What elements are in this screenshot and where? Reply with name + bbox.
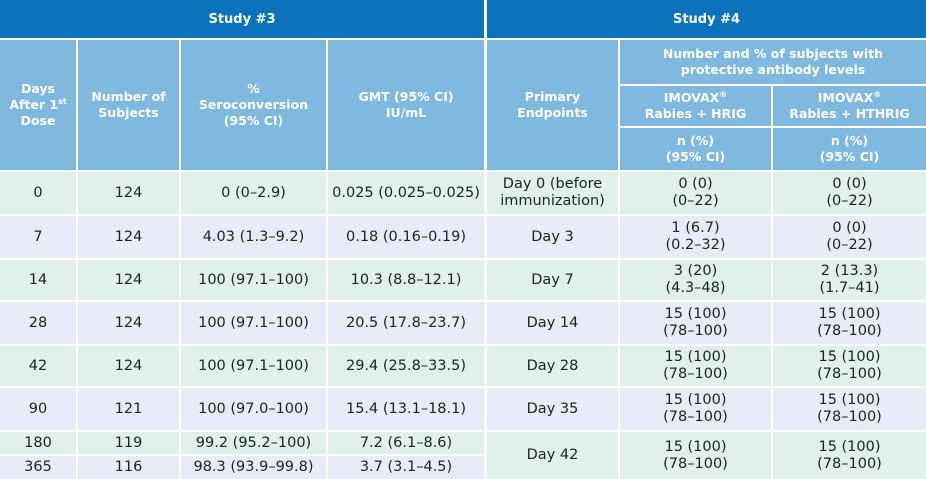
cell-gmt: 3.7 (3.1–4.5) xyxy=(328,454,485,479)
cell-gmt: 29.4 (25.8–33.5) xyxy=(328,344,485,386)
cell-endpoint: Day 28 xyxy=(487,344,620,386)
cell-seroconversion: 100 (97.1–100) xyxy=(181,344,328,386)
cell-endpoint: Day 7 xyxy=(487,258,620,300)
cell-hrig: 15 (100) (78–100) xyxy=(620,344,773,386)
cell-subjects: 124 xyxy=(78,258,181,300)
cell-gmt: 15.4 (13.1–18.1) xyxy=(328,386,485,430)
cell-gmt: 0.18 (0.16–0.19) xyxy=(328,214,485,258)
table-row: Day 14 15 (100) (78–100) 15 (100) (78–100) xyxy=(487,300,926,344)
cell-days: 180 xyxy=(0,430,78,454)
table-row: 7 124 4.03 (1.3–9.2) 0.18 (0.16–0.19) xyxy=(0,214,485,258)
cell-seroconversion: 100 (97.0–100) xyxy=(181,386,328,430)
col-gmt-header: GMT (95% CI) IU/mL xyxy=(328,38,485,170)
cell-hrig: 3 (20) (4.3–48) xyxy=(620,258,773,300)
table-row: Day 28 15 (100) (78–100) 15 (100) (78–100) xyxy=(487,344,926,386)
cell-subjects: 124 xyxy=(78,170,181,214)
cell-endpoint: Day 0 (before immunization) xyxy=(487,170,620,214)
table-row: 180 119 99.2 (95.2–100) 7.2 (6.1–8.6) xyxy=(0,430,485,454)
cell-hthrig: 0 (0) (0–22) xyxy=(773,214,926,258)
cell-gmt: 7.2 (6.1–8.6) xyxy=(328,430,485,454)
col-endpoints-header: Primary Endpoints xyxy=(487,38,620,170)
cell-hthrig: 15 (100) (78–100) xyxy=(773,386,926,430)
col-subjects-header: Number of Subjects xyxy=(78,38,181,170)
col-hrig-n-header: n (%) (95% CI) xyxy=(620,126,773,170)
cell-hrig: 15 (100) (78–100) xyxy=(620,386,773,430)
table-row: Day 42 15 (100) (78–100) 15 (100) (78–100) xyxy=(487,430,926,479)
table-row: 28 124 100 (97.1–100) 20.5 (17.8–23.7) xyxy=(0,300,485,344)
study4-title: Study #4 xyxy=(487,0,926,38)
table-row: 42 124 100 (97.1–100) 29.4 (25.8–33.5) xyxy=(0,344,485,386)
cell-subjects: 121 xyxy=(78,386,181,430)
cell-endpoint: Day 35 xyxy=(487,386,620,430)
cell-days: 0 xyxy=(0,170,78,214)
cell-hrig: 0 (0) (0–22) xyxy=(620,170,773,214)
cell-hrig: 1 (6.7) (0.2–32) xyxy=(620,214,773,258)
cell-subjects: 116 xyxy=(78,454,181,479)
cell-endpoint: Day 14 xyxy=(487,300,620,344)
cell-days: 365 xyxy=(0,454,78,479)
cell-seroconversion: 100 (97.1–100) xyxy=(181,300,328,344)
cell-hthrig: 15 (100) (78–100) xyxy=(773,300,926,344)
cell-subjects: 119 xyxy=(78,430,181,454)
cell-seroconversion: 4.03 (1.3–9.2) xyxy=(181,214,328,258)
cell-seroconversion: 98.3 (93.9–99.8) xyxy=(181,454,328,479)
cell-hthrig: 15 (100) (78–100) xyxy=(773,430,926,479)
cell-seroconversion: 100 (97.1–100) xyxy=(181,258,328,300)
table-row: Day 35 15 (100) (78–100) 15 (100) (78–100) xyxy=(487,386,926,430)
cell-gmt: 20.5 (17.8–23.7) xyxy=(328,300,485,344)
cell-days: 90 xyxy=(0,386,78,430)
cell-days: 14 xyxy=(0,258,78,300)
study3-title: Study #3 xyxy=(0,0,485,38)
col-protective-group-header: Number and % of subjects with protective … xyxy=(620,38,926,84)
col-seroconversion-header: % Seroconversion (95% CI) xyxy=(181,38,328,170)
col-hthrig-n-header: n (%) (95% CI) xyxy=(773,126,926,170)
cell-hrig: 15 (100) (78–100) xyxy=(620,300,773,344)
col-days-header: Days After 1st Dose xyxy=(0,38,78,170)
cell-days: 42 xyxy=(0,344,78,386)
cell-days: 7 xyxy=(0,214,78,258)
study4-table: Study #4 Primary Endpoints Number and % o… xyxy=(487,0,926,479)
cell-endpoint: Day 3 xyxy=(487,214,620,258)
col-hthrig-header: IMOVAX® Rabies + HTHRIG xyxy=(773,84,926,126)
cell-seroconversion: 99.2 (95.2–100) xyxy=(181,430,328,454)
table-row: Day 0 (before immunization) 0 (0) (0–22) 0 (… xyxy=(487,170,926,214)
table-row: 365 116 98.3 (93.9–99.8) 3.7 (3.1–4.5) xyxy=(0,454,485,479)
cell-hthrig: 15 (100) (78–100) xyxy=(773,344,926,386)
cell-hrig: 15 (100) (78–100) xyxy=(620,430,773,479)
table-row: 0 124 0 (0–2.9) 0.025 (0.025–0.025) xyxy=(0,170,485,214)
cell-hthrig: 2 (13.3) (1.7–41) xyxy=(773,258,926,300)
cell-seroconversion: 0 (0–2.9) xyxy=(181,170,328,214)
cell-hthrig: 0 (0) (0–22) xyxy=(773,170,926,214)
cell-gmt: 0.025 (0.025–0.025) xyxy=(328,170,485,214)
study3-table: Study #3 Days After 1st Dose Number of Su… xyxy=(0,0,485,479)
cell-gmt: 10.3 (8.8–12.1) xyxy=(328,258,485,300)
table-row: 14 124 100 (97.1–100) 10.3 (8.8–12.1) xyxy=(0,258,485,300)
cell-endpoint: Day 42 xyxy=(487,430,620,479)
col-hrig-header: IMOVAX® Rabies + HRIG xyxy=(620,84,773,126)
cell-days: 28 xyxy=(0,300,78,344)
cell-subjects: 124 xyxy=(78,300,181,344)
table-row: 90 121 100 (97.0–100) 15.4 (13.1–18.1) xyxy=(0,386,485,430)
cell-subjects: 124 xyxy=(78,344,181,386)
cell-subjects: 124 xyxy=(78,214,181,258)
